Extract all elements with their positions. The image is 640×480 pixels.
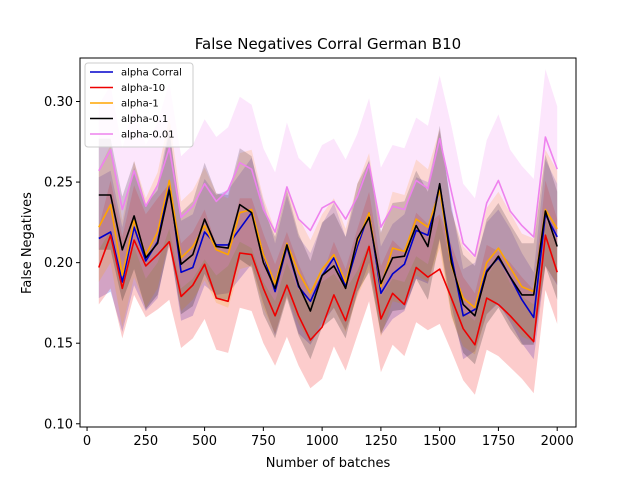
y-tick-label: 0.30 xyxy=(44,95,73,110)
x-tick-label: 500 xyxy=(192,434,217,449)
x-tick-label: 1750 xyxy=(482,434,515,449)
band-alpha-0-01 xyxy=(98,69,558,321)
legend-label: alpha-1 xyxy=(121,99,159,110)
x-tick-label: 250 xyxy=(133,434,158,449)
series-lines xyxy=(98,136,558,346)
x-axis: 0 250 500 750 1000 1250 1500 1750 2000 xyxy=(83,427,574,449)
legend-label: alpha-0.01 xyxy=(121,130,175,141)
band-alpha-10 xyxy=(98,180,558,395)
x-tick-label: 2000 xyxy=(541,434,574,449)
x-tick-label: 750 xyxy=(251,434,276,449)
x-axis-label: Number of batches xyxy=(266,456,391,471)
y-tick-label: 0.15 xyxy=(44,337,73,352)
confidence-bands xyxy=(98,69,558,395)
x-tick-label: 1500 xyxy=(423,434,456,449)
y-tick-label: 0.20 xyxy=(44,256,73,271)
chart-title: False Negatives Corral German B10 xyxy=(195,35,461,53)
series-line-alpha-10 xyxy=(98,234,558,346)
x-tick-label: 0 xyxy=(83,434,91,449)
band-alpha-0-1 xyxy=(98,125,558,365)
y-axis: 0.10 0.15 0.20 0.25 0.30 xyxy=(44,95,80,432)
legend-label: alpha Corral xyxy=(121,68,182,79)
legend-label: alpha-0.1 xyxy=(121,114,168,125)
series-line-alpha-1 xyxy=(98,179,558,309)
x-tick-label: 1000 xyxy=(306,434,339,449)
band-alpha-corral xyxy=(98,127,558,360)
legend-box xyxy=(84,62,194,148)
y-axis-label: False Negatives xyxy=(20,192,35,294)
x-tick-label: 1250 xyxy=(364,434,397,449)
band-alpha-1 xyxy=(98,117,558,355)
series-line-alpha-0-1 xyxy=(98,182,558,317)
y-tick-label: 0.25 xyxy=(44,176,73,191)
plot-frame xyxy=(79,57,577,428)
series-line-alpha-0-01 xyxy=(98,136,558,258)
legend: alpha Corral alpha-10 alpha-1 alpha-0.1 alph… xyxy=(84,62,194,148)
y-tick-label: 0.10 xyxy=(44,417,73,432)
legend-label: alpha-10 xyxy=(121,83,165,94)
